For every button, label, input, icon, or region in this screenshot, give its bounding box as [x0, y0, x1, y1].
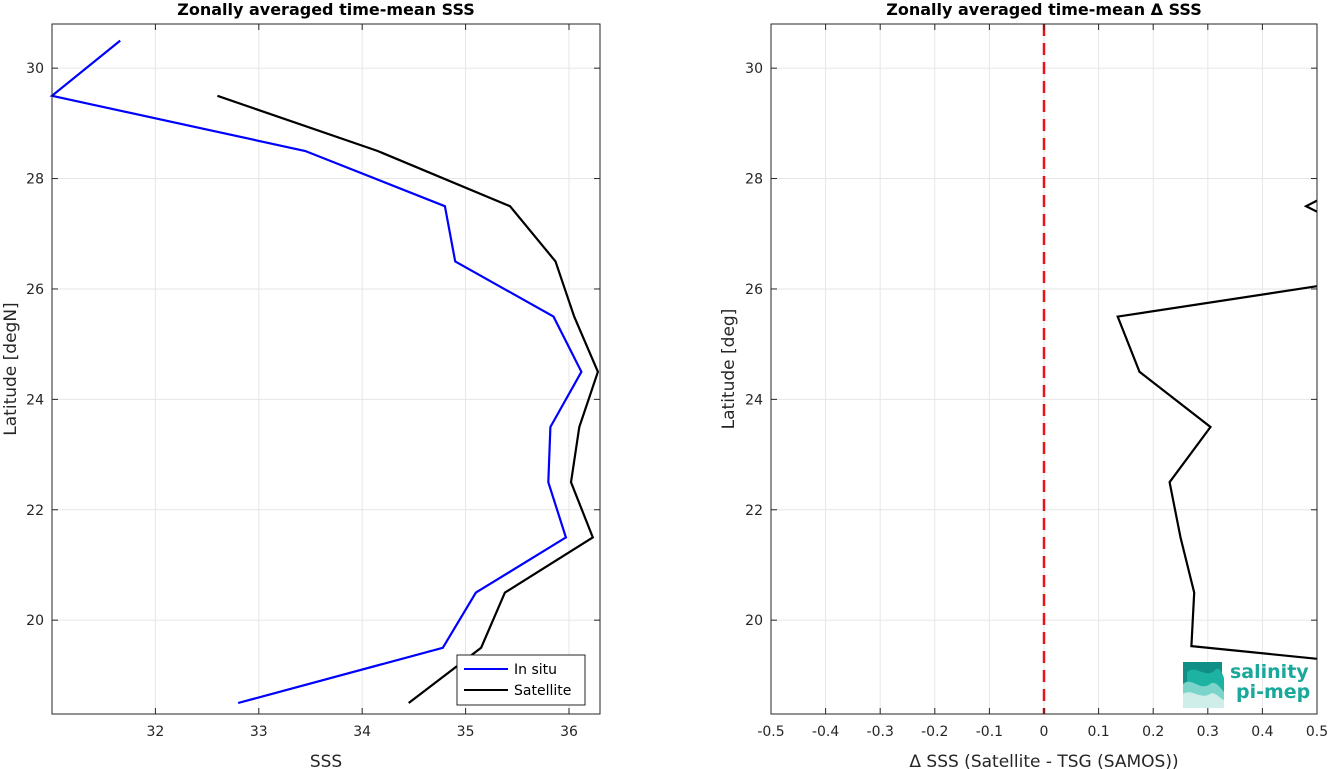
logo-wave-shape [1183, 692, 1224, 708]
left-ticks: 32 33 34 35 36 20 22 24 26 28 30 [26, 24, 600, 740]
y-tick-label: 30 [26, 61, 44, 77]
left-x-axis-label: SSS [310, 752, 342, 769]
y-tick-label: 22 [26, 503, 44, 519]
x-tick-label: -0.5 [757, 724, 784, 740]
x-tick-label: 36 [560, 724, 578, 740]
left-series [49, 39, 600, 705]
x-tick-label: 0.5 [1306, 724, 1328, 740]
legend: In situ Satellite [456, 654, 586, 706]
x-tick-label: 34 [353, 724, 371, 740]
y-tick-label: 22 [745, 503, 763, 519]
series-line-in-situ [49, 39, 583, 705]
series-line-satellite [217, 94, 600, 704]
left-grid [52, 24, 600, 714]
x-tick-label: 0 [1040, 724, 1049, 740]
logo-text-line2: pi-mep [1236, 681, 1310, 703]
series-line-fragment [1303, 199, 1318, 213]
y-tick-label: 20 [26, 613, 44, 629]
y-tick-label: 30 [745, 61, 763, 77]
right-chart-title: Zonally averaged time-mean Δ SSS [886, 0, 1202, 19]
y-tick-label: 28 [26, 172, 44, 188]
x-tick-label: 33 [250, 724, 268, 740]
y-tick-label: 24 [26, 392, 44, 408]
salinity-pi-mep-logo: salinity pi-mep [1183, 661, 1310, 708]
logo-text-line1: salinity [1230, 661, 1309, 683]
logo-waves-icon [1183, 662, 1224, 708]
x-tick-label: 35 [457, 724, 475, 740]
x-tick-label: 32 [146, 724, 164, 740]
right-series [1042, 24, 1318, 714]
left-panel: Zonally averaged time-mean SSS 32 33 34 35 3… [1, 0, 601, 769]
right-y-axis-label: Latitude [deg] [719, 309, 739, 430]
x-tick-label: -0.1 [976, 724, 1003, 740]
y-tick-label: 26 [26, 282, 44, 298]
x-tick-label: -0.4 [812, 724, 839, 740]
x-tick-label: -0.3 [867, 724, 894, 740]
y-tick-label: 20 [745, 613, 763, 629]
right-x-axis-label: Δ SSS (Satellite - TSG (SAMOS)) [909, 752, 1178, 769]
x-tick-label: 0.4 [1251, 724, 1273, 740]
left-axes-box [51, 23, 601, 715]
legend-box [456, 654, 586, 706]
y-tick-label: 26 [745, 282, 763, 298]
y-tick-label: 24 [745, 392, 763, 408]
x-tick-label: 0.3 [1197, 724, 1219, 740]
legend-label-satellite: Satellite [514, 683, 571, 699]
left-chart-title: Zonally averaged time-mean SSS [177, 0, 475, 19]
right-panel: Zonally averaged time-mean Δ SSS -0.5 -0.… [719, 0, 1328, 769]
x-tick-label: 0.1 [1087, 724, 1109, 740]
x-tick-label: -0.2 [921, 724, 948, 740]
x-tick-label: 0.2 [1142, 724, 1164, 740]
y-tick-label: 28 [745, 172, 763, 188]
left-y-axis-label: Latitude [degN] [1, 302, 21, 435]
right-ticks: -0.5 -0.4 -0.3 -0.2 -0.1 0 0.1 0.2 0.3 0.4 0.5 20 22… [745, 24, 1328, 740]
series-line-delta-sss [1116, 285, 1318, 660]
legend-label-in-situ: In situ [514, 662, 557, 678]
